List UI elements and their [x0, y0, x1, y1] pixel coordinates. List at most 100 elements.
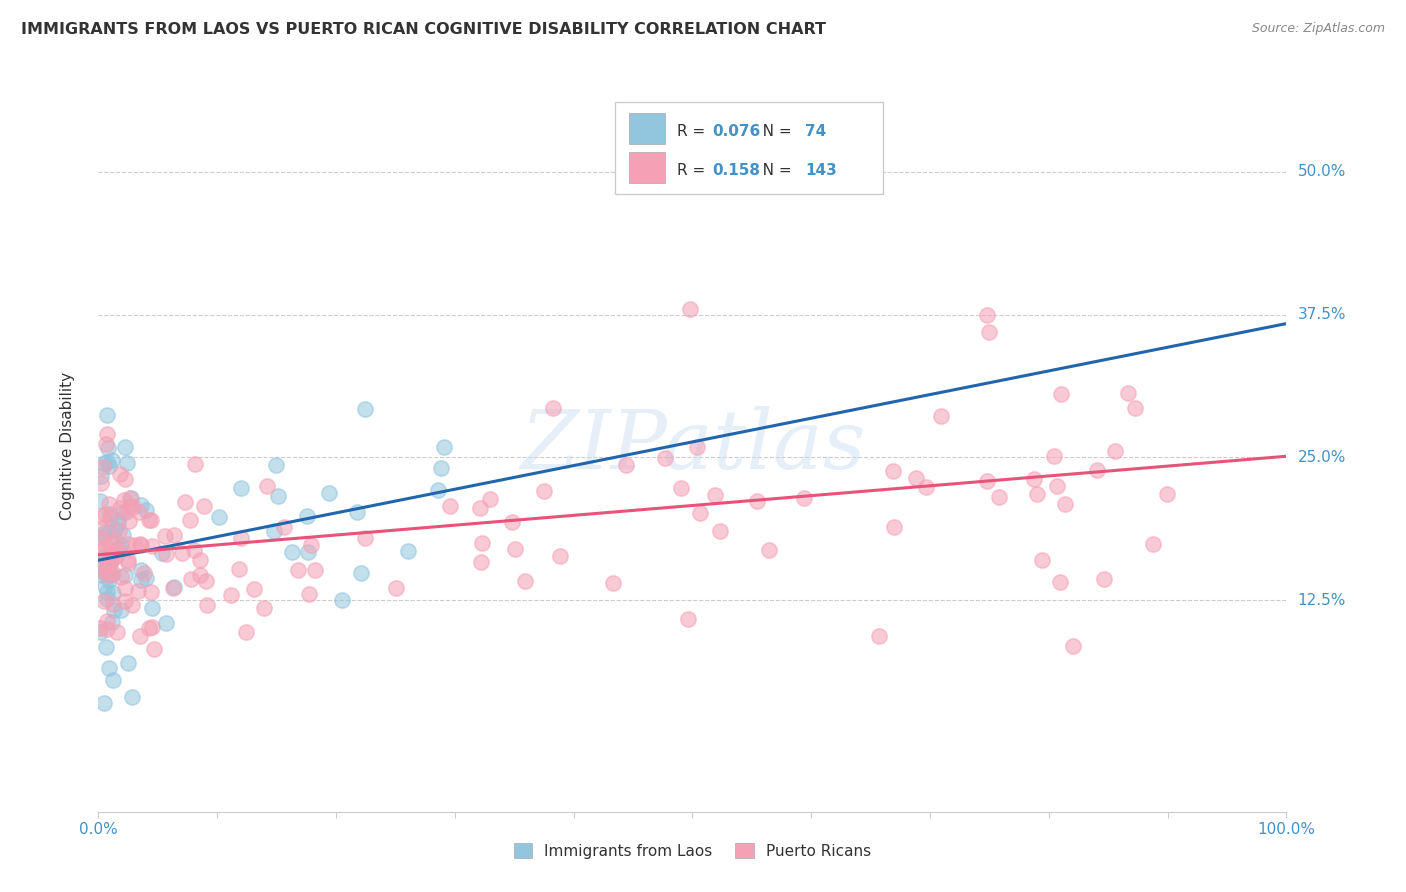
- Point: [93, 548, 115, 562]
- Point: [747, 494, 769, 508]
- Point: [188, 553, 211, 567]
- Point: [96, 640, 118, 655]
- Point: [97, 574, 120, 588]
- Point: [180, 572, 202, 586]
- Point: [229, 531, 252, 545]
- Point: [93, 456, 115, 470]
- Text: 0.076: 0.076: [713, 124, 761, 139]
- Point: [104, 533, 127, 547]
- Point: [1125, 401, 1147, 416]
- Point: [107, 513, 129, 527]
- Point: [882, 465, 904, 479]
- Point: [91, 562, 114, 576]
- Point: [90, 521, 112, 535]
- Point: [97, 564, 120, 578]
- Point: [318, 486, 340, 500]
- Point: [297, 544, 319, 558]
- Point: [304, 563, 326, 577]
- Point: [1094, 572, 1116, 586]
- Point: [298, 587, 321, 601]
- Point: [110, 570, 132, 584]
- Point: [91, 550, 114, 565]
- Point: [689, 506, 711, 520]
- Point: [188, 567, 211, 582]
- Point: [141, 601, 163, 615]
- Point: [153, 529, 176, 543]
- Point: [266, 489, 288, 503]
- Point: [914, 480, 936, 494]
- Point: [1085, 463, 1108, 477]
- Point: [281, 545, 304, 559]
- Point: [98, 459, 121, 474]
- Point: [929, 409, 952, 423]
- Point: [104, 550, 127, 565]
- Point: [138, 621, 160, 635]
- Point: [179, 513, 201, 527]
- Point: [1156, 487, 1178, 501]
- Point: [1054, 497, 1077, 511]
- Point: [110, 467, 132, 482]
- Point: [1049, 387, 1071, 401]
- Point: [1025, 487, 1047, 501]
- Point: [287, 563, 309, 577]
- Point: [433, 440, 456, 454]
- Point: [614, 458, 637, 473]
- Point: [93, 696, 115, 710]
- Point: [94, 538, 117, 552]
- Point: [266, 458, 288, 473]
- Legend: Immigrants from Laos, Puerto Ricans: Immigrants from Laos, Puerto Ricans: [506, 835, 879, 866]
- Point: [253, 601, 276, 615]
- Point: [184, 457, 207, 471]
- Point: [100, 566, 122, 581]
- Point: [89, 564, 111, 578]
- Point: [90, 531, 112, 545]
- FancyBboxPatch shape: [630, 113, 665, 144]
- Point: [100, 567, 122, 582]
- Point: [426, 483, 449, 498]
- Point: [114, 472, 136, 486]
- Point: [139, 513, 162, 527]
- Point: [97, 442, 120, 456]
- Point: [150, 546, 173, 560]
- Point: [471, 536, 494, 550]
- Point: [541, 401, 564, 416]
- Point: [105, 625, 128, 640]
- Text: N =: N =: [748, 162, 797, 178]
- FancyBboxPatch shape: [630, 152, 665, 183]
- Point: [97, 536, 120, 550]
- Point: [904, 471, 927, 485]
- Point: [1046, 479, 1069, 493]
- Point: [350, 566, 373, 580]
- Point: [183, 542, 205, 557]
- Point: [98, 507, 121, 521]
- Point: [195, 598, 218, 612]
- Point: [346, 505, 368, 519]
- Point: [987, 490, 1010, 504]
- Point: [354, 531, 377, 545]
- Point: [101, 586, 124, 600]
- Point: [533, 484, 555, 499]
- Point: [91, 510, 114, 524]
- Point: [354, 401, 377, 416]
- Point: [108, 501, 131, 516]
- Point: [129, 563, 152, 577]
- Point: [98, 524, 121, 539]
- Point: [89, 620, 111, 634]
- Point: [256, 478, 278, 492]
- Text: 0.158: 0.158: [713, 162, 761, 178]
- Point: [120, 491, 142, 506]
- Point: [470, 500, 492, 515]
- Point: [1116, 386, 1139, 401]
- Point: [163, 528, 186, 542]
- Point: [141, 539, 163, 553]
- Point: [127, 583, 149, 598]
- Point: [117, 553, 139, 567]
- Point: [129, 498, 152, 512]
- Point: [89, 624, 111, 639]
- Point: [108, 524, 131, 538]
- Point: [141, 620, 163, 634]
- Point: [228, 562, 250, 576]
- Point: [155, 615, 177, 630]
- Point: [170, 545, 193, 559]
- Point: [163, 581, 186, 595]
